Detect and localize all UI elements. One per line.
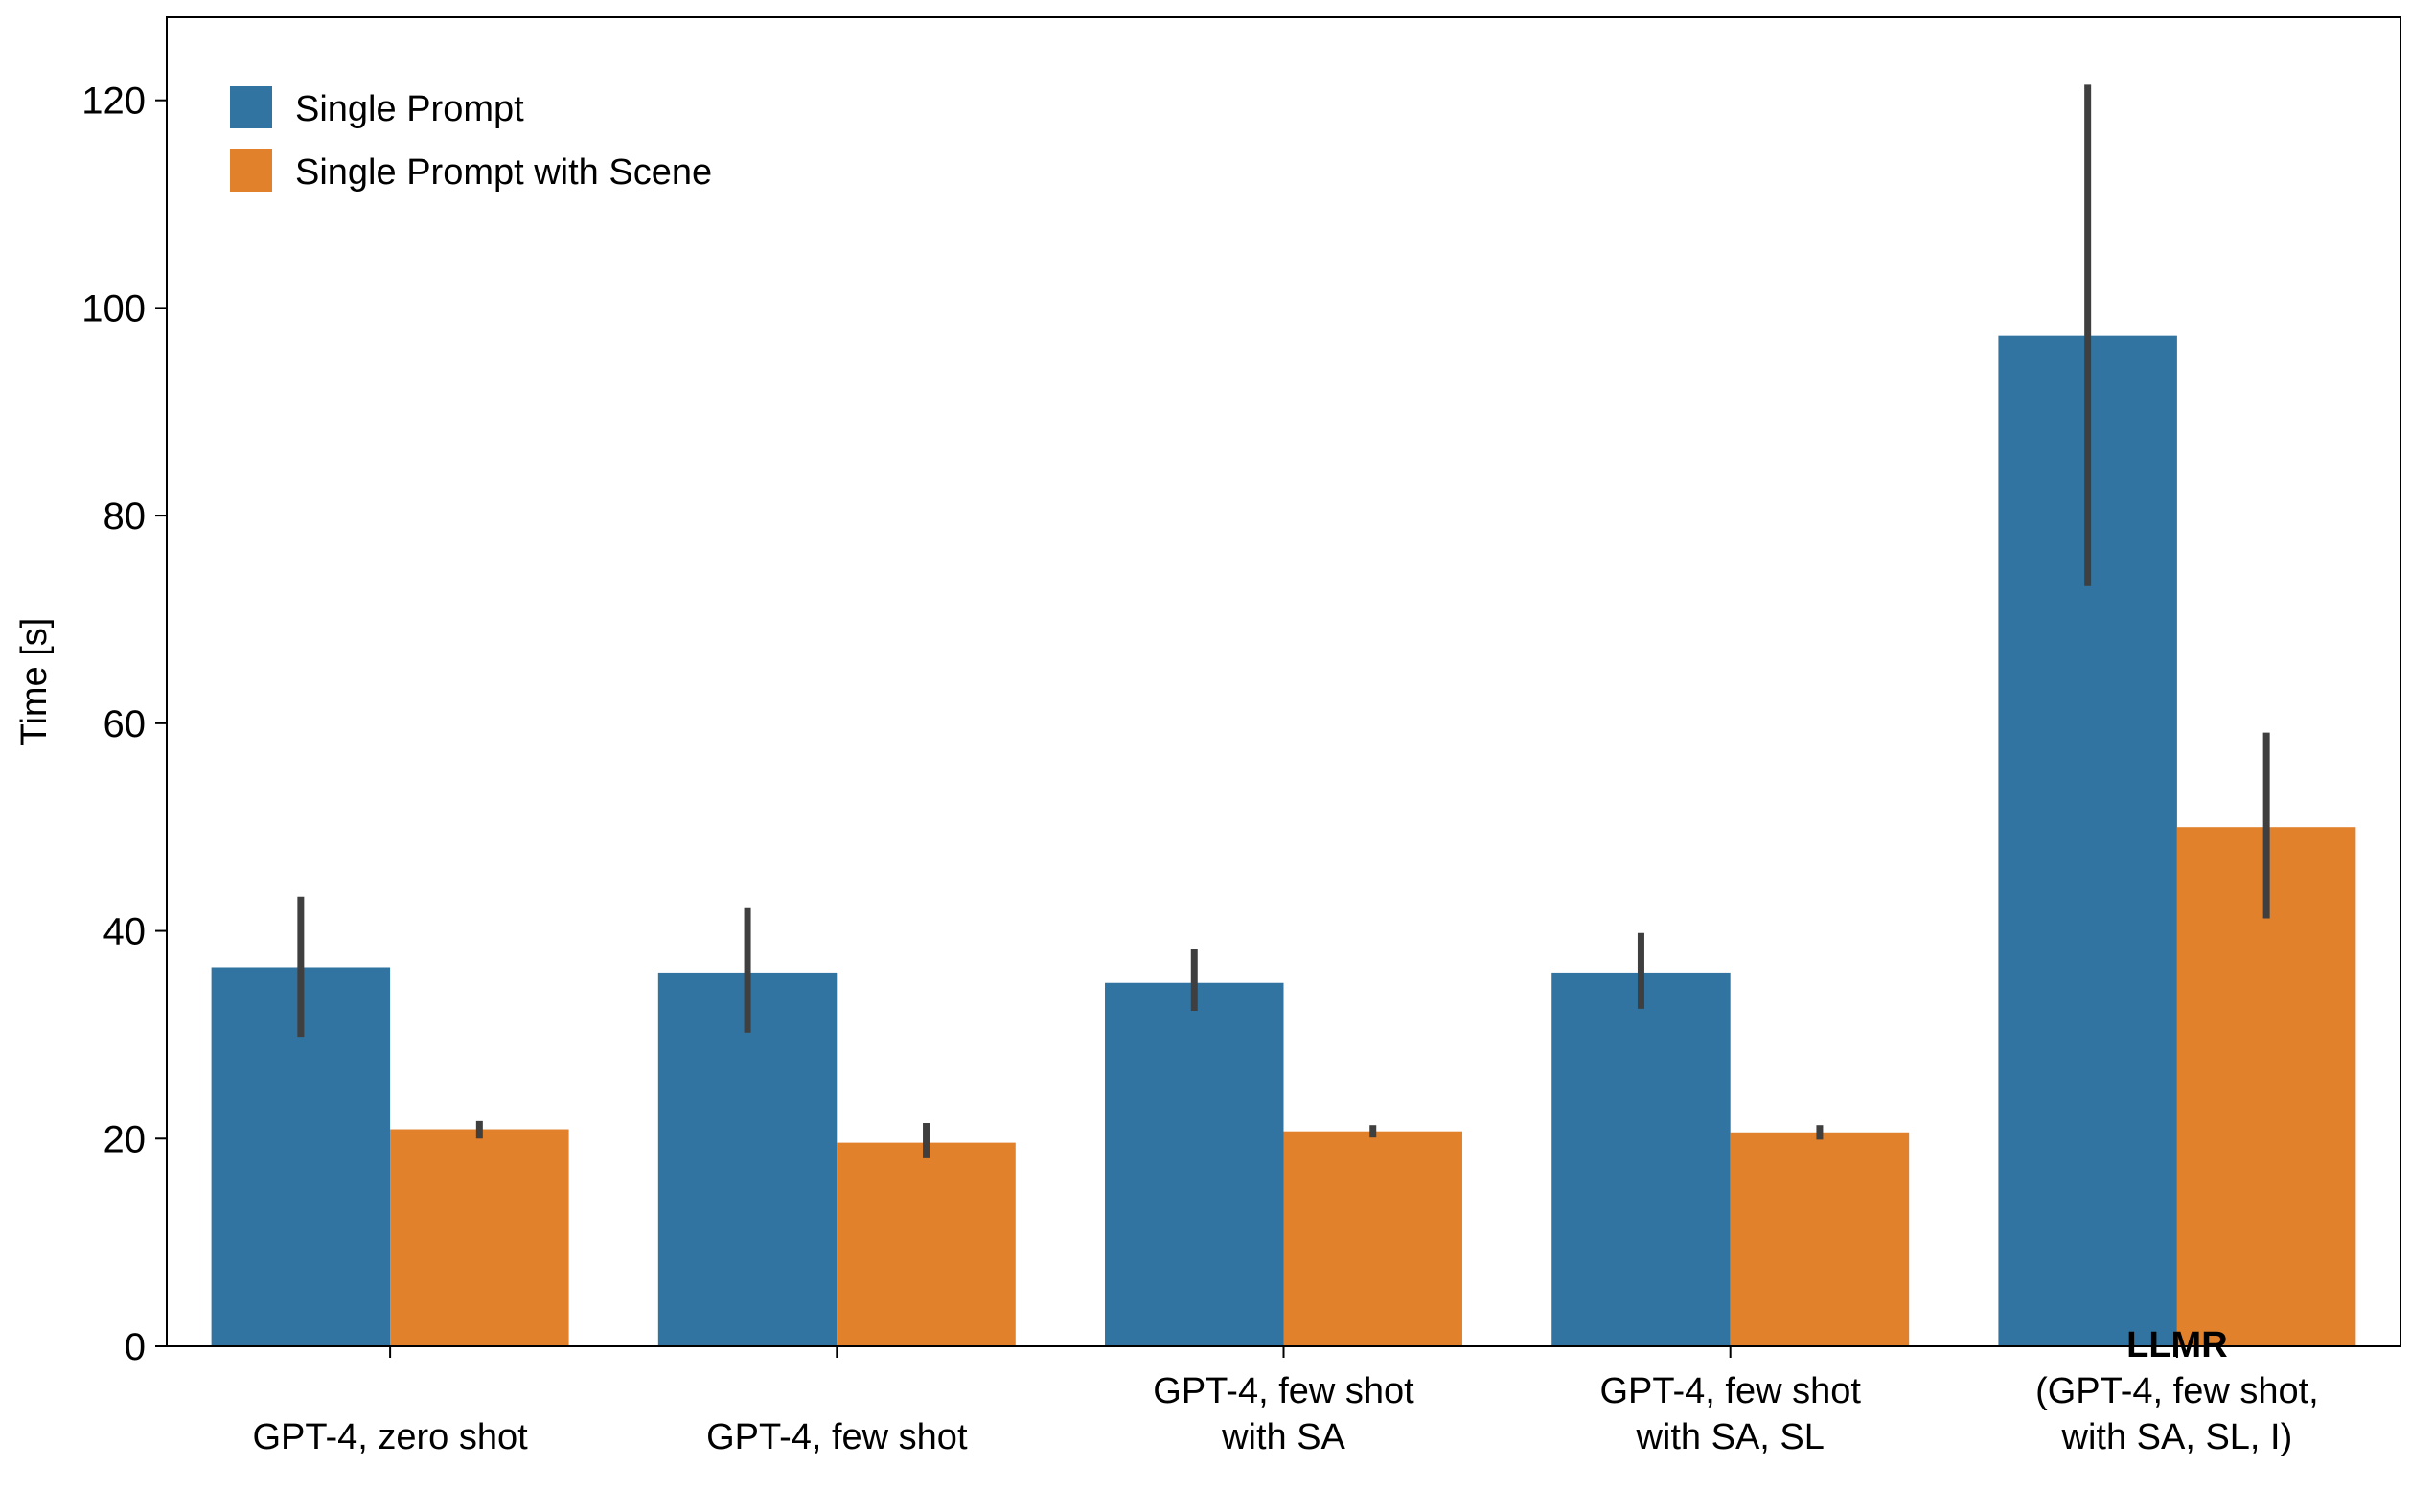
y-tick-label: 80 [103,495,147,538]
x-category-label: with SA [1221,1417,1345,1457]
bars-layer [211,335,2356,1346]
x-category-label: GPT-4, zero shot [252,1417,528,1457]
y-tick-label: 40 [103,911,147,953]
y-tick-label: 0 [125,1326,146,1368]
x-category-label: with SA, SL [1635,1417,1824,1457]
y-tick-label: 100 [81,287,146,330]
legend-swatch-1 [230,149,272,192]
bar-single-prompt-2 [1105,982,1284,1346]
x-category-label: with SA, SL, I) [2061,1417,2293,1457]
bar-single-prompt-3 [1551,972,1731,1346]
y-tick-label: 60 [103,703,147,745]
legend-label-0: Single Prompt [295,89,524,129]
bar-single-prompt-with-scene-0 [390,1129,569,1346]
y-tick-label: 120 [81,80,146,123]
bar-single-prompt-with-scene-2 [1283,1131,1462,1346]
x-category-label: GPT-4, few shot [1153,1371,1414,1411]
legend-swatch-0 [230,86,272,128]
error-bars-layer [297,84,2270,1158]
y-tick-label: 20 [103,1118,147,1160]
x-category-label: GPT-4, few shot [706,1417,968,1457]
legend-label-1: Single Prompt with Scene [295,152,712,193]
bar-single-prompt-with-scene-3 [1730,1132,1910,1346]
x-category-label: LLMR [2126,1325,2228,1365]
x-category-label: (GPT-4, few shot, [2035,1371,2319,1411]
y-axis-title: Time [s] [14,618,55,746]
axes-layer: 0 20 40 60 80 100 120 Time [s] GPT-4, zero shot G… [14,16,2401,1457]
bar-single-prompt-1 [657,972,838,1346]
x-category-label: GPT-4, few shot [1599,1371,1861,1411]
legend: Single Prompt Single Prompt with Scene [230,86,712,193]
bar-single-prompt-with-scene-1 [837,1142,1016,1346]
